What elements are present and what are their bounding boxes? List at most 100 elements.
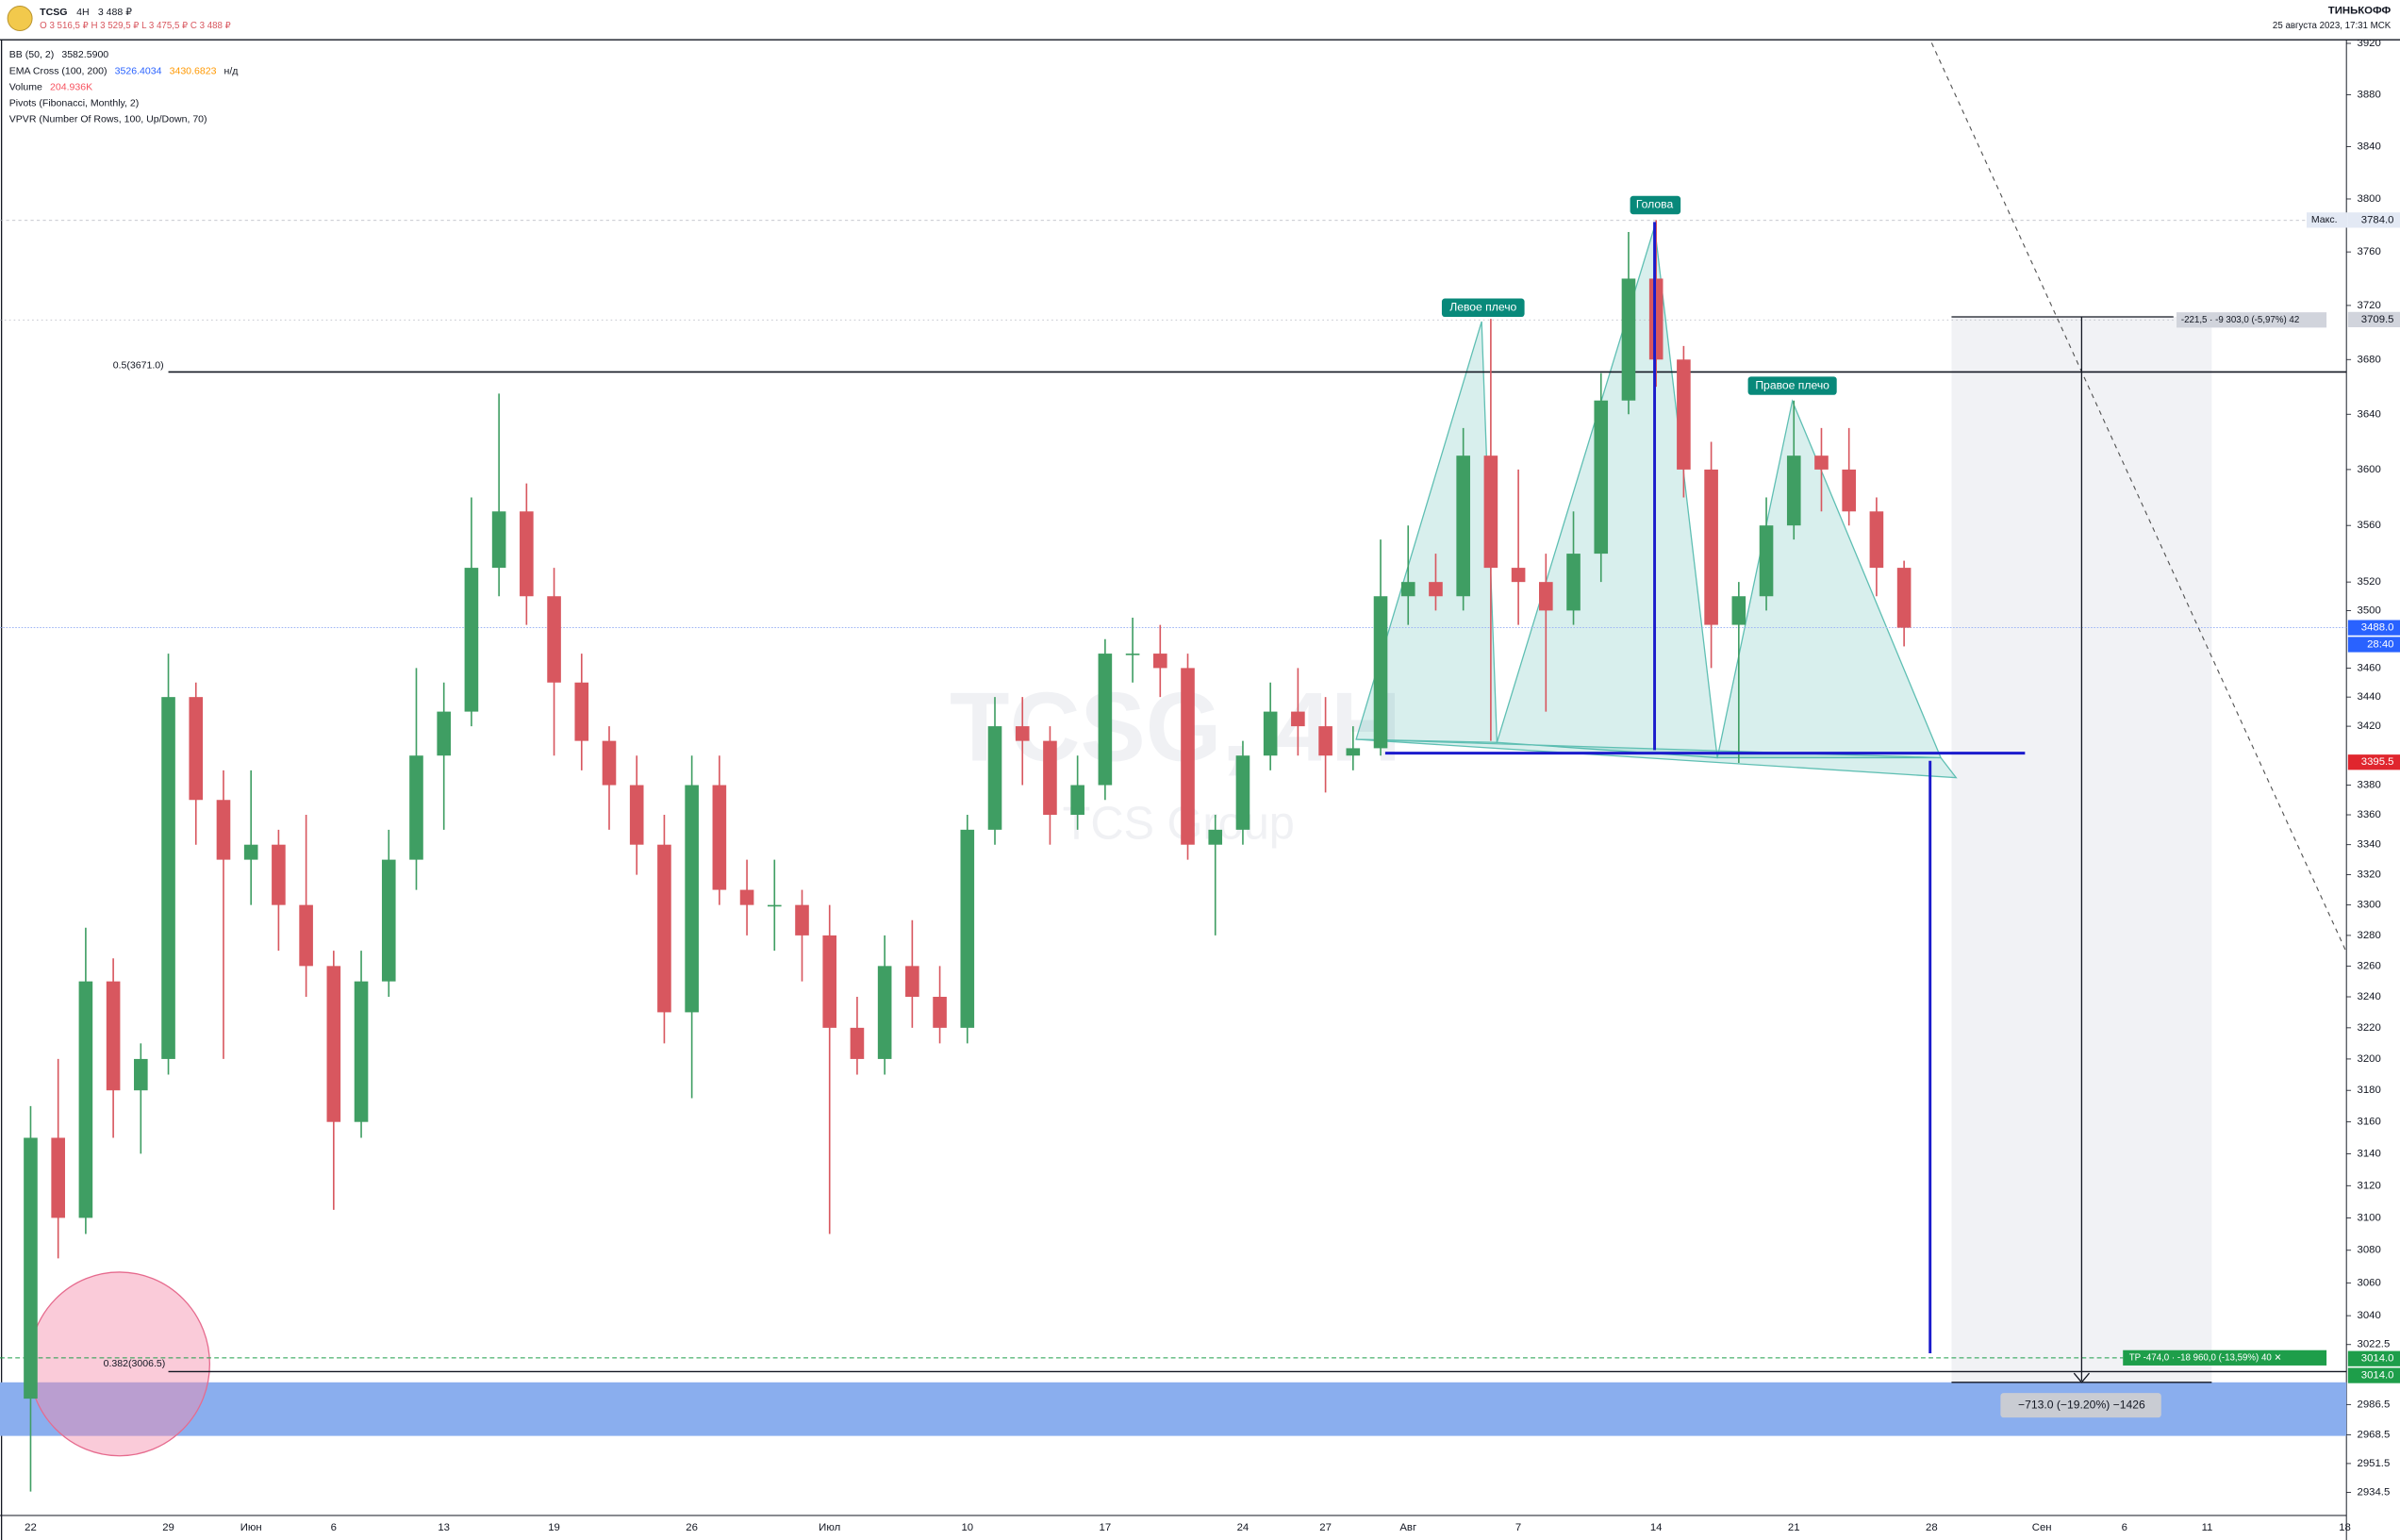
- price-marker: [2347, 1350, 2400, 1366]
- candle-body: [933, 997, 947, 1028]
- price-marker-prefix: Макс.: [2311, 214, 2338, 225]
- y-tick-label: 3680: [2358, 354, 2381, 365]
- y-tick-label: 3100: [2358, 1212, 2381, 1223]
- candle-body: [1731, 596, 1746, 625]
- tp-label: TP -474,0 · -18 960,0 (-13,59%) 40 ✕: [2129, 1352, 2282, 1363]
- price-marker-label: 3709.5: [2361, 314, 2394, 325]
- left-shoulder-badge: [1441, 298, 1525, 318]
- x-tick-label: 6: [2122, 1522, 2127, 1533]
- candle-body: [51, 1137, 65, 1218]
- y-tick-label: 3460: [2358, 662, 2381, 673]
- price-marker-label: 3014.0: [2361, 1353, 2394, 1365]
- candle-body: [437, 711, 451, 756]
- price-marker-label: 3014.0: [2361, 1370, 2394, 1382]
- symbol-icon: [7, 6, 33, 31]
- brand: ТИНЬКОФФ: [2328, 5, 2392, 16]
- candle-body: [464, 568, 479, 712]
- x-tick-label: 14: [1650, 1522, 1663, 1533]
- indicator-value: н/д: [224, 65, 239, 76]
- x-tick-label: 7: [1515, 1522, 1521, 1533]
- x-tick-label: Июл: [819, 1522, 840, 1533]
- y-tick-label: 3140: [2358, 1148, 2381, 1159]
- price-marker-label: 3784.0: [2361, 214, 2394, 225]
- candle-body: [712, 785, 727, 890]
- candle-body: [1539, 582, 1553, 611]
- price-marker: [2347, 212, 2400, 228]
- candle-body: [1456, 455, 1470, 597]
- tp-box: [2123, 1350, 2327, 1366]
- y-tick-label: 2934.5: [2358, 1487, 2391, 1499]
- candle-body: [1621, 278, 1636, 401]
- candle-body: [243, 844, 258, 860]
- candle-body: [161, 697, 175, 1059]
- candle-body: [1152, 654, 1167, 669]
- x-tick-label: 19: [548, 1522, 560, 1533]
- candle-body: [1291, 711, 1305, 727]
- y-tick-label: 3060: [2358, 1277, 2381, 1288]
- indicator-value: 204.936K: [50, 81, 92, 92]
- y-tick-label: 3120: [2358, 1180, 2381, 1191]
- candle-body: [574, 682, 589, 741]
- candle-body: [1373, 596, 1388, 749]
- candle-body: [1759, 525, 1774, 597]
- y-tick-label: 3380: [2358, 780, 2381, 791]
- watermark-company: TCS Group: [1063, 798, 1295, 849]
- candle-body: [326, 966, 341, 1122]
- support-zone: [0, 1382, 2347, 1436]
- left-shoulder-label: Левое плечо: [1449, 300, 1516, 313]
- y-tick-label: 3640: [2358, 408, 2381, 420]
- y-tick-label: 3160: [2358, 1117, 2381, 1128]
- candle-body: [1869, 511, 1884, 569]
- indicator-name: VPVR (Number Of Rows, 100, Up/Down, 70): [9, 113, 207, 124]
- candle-body: [767, 904, 782, 907]
- candle-body: [850, 1027, 865, 1059]
- candle-body: [1677, 359, 1691, 470]
- price-marker: [2347, 311, 2400, 328]
- candle-body: [905, 966, 919, 998]
- candle-body: [381, 859, 396, 982]
- candle-body: [1896, 568, 1912, 628]
- candle-body: [78, 981, 93, 1218]
- short-position-label: -221,5 · -9 303,0 (-5,97%) 42: [2181, 315, 2299, 325]
- candle-body: [629, 785, 644, 845]
- x-tick-label: 24: [1237, 1522, 1250, 1533]
- candle-body: [547, 596, 561, 683]
- x-tick-label: 29: [162, 1522, 174, 1533]
- candle-body: [657, 844, 671, 1013]
- y-tick-label: 3080: [2358, 1245, 2381, 1256]
- right-shoulder-shape: [1716, 399, 1943, 759]
- y-tick-label: 3180: [2358, 1085, 2381, 1096]
- y-tick-label: 3760: [2358, 246, 2381, 257]
- y-tick-label: 3420: [2358, 720, 2381, 732]
- candle-body: [1814, 455, 1829, 470]
- timestamp: 25 августа 2023, 17:31 MCK: [2273, 21, 2392, 31]
- candle-body: [1648, 278, 1663, 360]
- x-tick-label: 27: [1319, 1522, 1332, 1533]
- measure-label: −713.0 (−19.20%) −1426: [2018, 1398, 2145, 1411]
- y-tick-label: 3240: [2358, 991, 2381, 1002]
- y-tick-label: 3800: [2358, 193, 2381, 205]
- candle-body: [1098, 654, 1113, 786]
- ticker: TCSG: [40, 7, 67, 18]
- candle-body: [216, 800, 231, 860]
- indicator-name: Volume: [9, 81, 42, 92]
- x-tick-label: 28: [1926, 1522, 1938, 1533]
- x-tick-label: 6: [331, 1522, 337, 1533]
- candle-body: [1842, 469, 1856, 512]
- candle-body: [491, 511, 506, 569]
- candle-body: [299, 904, 313, 967]
- measure-arrowhead: [2073, 1372, 2091, 1383]
- y-tick-label: 3280: [2358, 930, 2381, 941]
- fib-0382-label: 0.382(3006.5): [104, 1358, 166, 1369]
- candle-body: [134, 1058, 148, 1091]
- y-tick-label: 3300: [2358, 900, 2381, 911]
- countdown: 28:40: [2367, 638, 2393, 650]
- candle-body: [272, 844, 286, 905]
- candle-body: [822, 935, 837, 1028]
- x-tick-label: 13: [438, 1522, 450, 1533]
- y-tick-label: 3520: [2358, 576, 2381, 588]
- measure-box: [2000, 1393, 2161, 1418]
- candle-body: [1235, 755, 1250, 830]
